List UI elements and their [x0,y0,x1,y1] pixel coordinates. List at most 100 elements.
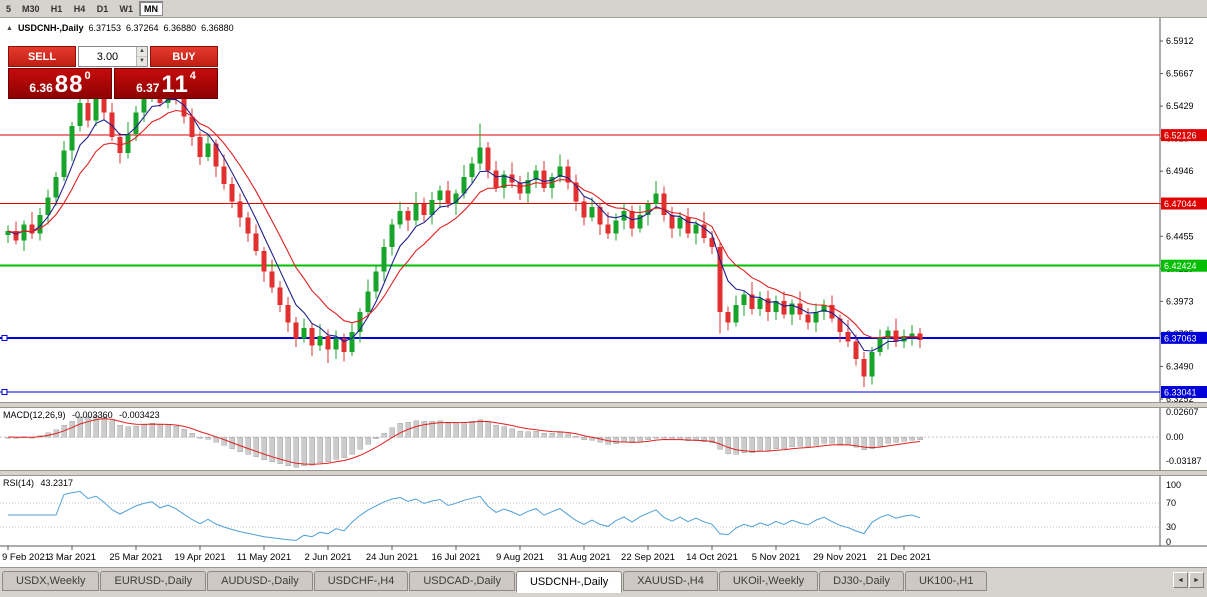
svg-text:6.33041: 6.33041 [1164,387,1197,397]
svg-text:5 Nov 2021: 5 Nov 2021 [752,552,801,563]
price-badges: 6.52126 6.47044 6.42424 6.37063 6.33041 [1161,129,1207,398]
macd-axis: 0.02607 0.00 -0.03187 [1166,407,1202,466]
sell-price-prefix: 6.36 [29,81,53,95]
tab-ukoil-weekly[interactable]: UKOil-,Weekly [718,571,819,591]
buy-price-display[interactable]: 6.37 11 4 [114,68,218,99]
timeframe-toolbar: 5 M30 H1 H4 D1 W1 MN [0,0,1207,18]
tab-xauusd-h4[interactable]: XAUUSD-,H4 [623,571,718,591]
svg-text:2 Jun 2021: 2 Jun 2021 [304,552,351,563]
svg-text:6.42424: 6.42424 [1164,261,1197,271]
tab-usdchf-h4[interactable]: USDCHF-,H4 [313,571,409,591]
tab-usdx-weekly[interactable]: USDX,Weekly [2,571,100,591]
macd-label: MACD(12,26,9) -0.003360 -0.003423 [3,410,164,420]
svg-text:21 Dec 2021: 21 Dec 2021 [877,552,931,563]
svg-text:70: 70 [1166,498,1176,508]
svg-text:19 Apr 2021: 19 Apr 2021 [174,552,225,563]
svg-text:6.37063: 6.37063 [1164,333,1197,343]
timeframe-button-h1[interactable]: H1 [50,3,63,14]
ohlc-high: 6.37264 [126,23,159,33]
svg-text:100: 100 [1166,480,1181,490]
svg-text:29 Nov 2021: 29 Nov 2021 [813,552,867,563]
macd-value-main: -0.003360 [72,410,113,420]
tab-eurusd-daily[interactable]: EURUSD-,Daily [100,571,207,591]
volume-spinner-up-icon[interactable]: ▲ [136,47,147,57]
tab-uk100-h1[interactable]: UK100-,H1 [905,571,988,591]
svg-text:6.4455: 6.4455 [1166,231,1194,241]
svg-text:31 Aug 2021: 31 Aug 2021 [557,552,610,563]
macd-histogram [5,415,923,468]
svg-text:6.52126: 6.52126 [1164,131,1197,141]
one-click-trading-panel: SELL ▲ ▼ BUY 6.36 88 0 6.37 11 4 [8,46,218,99]
tab-scroll-right-icon[interactable]: ► [1189,572,1204,588]
rsi-line [8,490,921,541]
chart-tab-bar: USDX,Weekly EURUSD-,Daily AUDUSD-,Daily … [0,567,1207,597]
svg-text:22 Sep 2021: 22 Sep 2021 [621,552,675,563]
svg-text:6.5912: 6.5912 [1166,36,1194,46]
horizontal-lines [0,134,1160,395]
timeframe-button-w1[interactable]: W1 [119,3,134,14]
svg-text:24 Jun 2021: 24 Jun 2021 [366,552,418,563]
rsi-axis: 100 70 30 0 [1166,480,1181,547]
sell-price-sup: 0 [84,70,91,82]
timeframe-button-h4[interactable]: H4 [73,3,86,14]
svg-text:16 Jul 2021: 16 Jul 2021 [431,552,480,563]
ohlc-low: 6.36880 [163,23,197,33]
rsi-name: RSI(14) [3,478,35,488]
panel-splitter-rsi[interactable] [0,470,1207,476]
rsi-value: 43.2317 [40,478,74,488]
hline-handle[interactable] [1,334,8,341]
volume-box: ▲ ▼ [78,46,148,67]
svg-text:-0.03187: -0.03187 [1166,456,1202,466]
svg-text:0: 0 [1166,537,1171,547]
collapse-trade-panel-icon[interactable]: ▲ [6,24,13,32]
svg-text:6.3490: 6.3490 [1166,361,1194,371]
buy-price-sup: 4 [189,70,196,82]
svg-text:6.5667: 6.5667 [1166,69,1194,79]
volume-spinner-down-icon[interactable]: ▼ [136,57,147,66]
tab-audusd-daily[interactable]: AUDUSD-,Daily [207,571,313,591]
macd-value-signal: -0.003423 [119,410,160,420]
ma-fast-line [7,98,921,352]
volume-spinner: ▲ ▼ [135,47,147,66]
tab-usdcnh-daily[interactable]: USDCNH-,Daily [515,571,623,593]
svg-text:6.3252: 6.3252 [1166,394,1194,404]
volume-input[interactable] [79,47,136,66]
sell-price-big: 88 [54,71,84,98]
chart-symbol-period: USDCNH-,Daily [17,23,84,33]
candlestick-series [5,72,923,388]
hline-handle[interactable] [1,388,8,395]
timeframe-button-m30[interactable]: M30 [22,3,40,14]
buy-button[interactable]: BUY [150,46,218,67]
buy-price-big: 11 [161,71,189,98]
tab-dj30-daily[interactable]: DJ30-,Daily [819,571,905,591]
svg-text:6.5429: 6.5429 [1166,101,1194,111]
sell-button[interactable]: SELL [8,46,76,67]
svg-text:11 May 2021: 11 May 2021 [237,552,291,563]
sell-price-display[interactable]: 6.36 88 0 [8,68,112,99]
timeframe-button-mn[interactable]: MN [139,1,164,16]
svg-text:6.3973: 6.3973 [1166,296,1194,306]
timeframe-button-d1[interactable]: D1 [96,3,109,14]
tab-usdcad-daily[interactable]: USDCAD-,Daily [409,571,515,591]
chart-header: ▲ USDCNH-,Daily 6.37153 6.37264 6.36880 … [6,23,234,33]
svg-text:30: 30 [1166,522,1176,532]
svg-text:6.4946: 6.4946 [1166,166,1194,176]
svg-text:14 Oct 2021: 14 Oct 2021 [686,552,738,563]
tab-scroll-left-icon[interactable]: ◄ [1173,572,1188,588]
timeframe-button-m5[interactable]: 5 [6,3,12,14]
buy-price-prefix: 6.37 [136,81,160,95]
ohlc-close: 6.36880 [201,23,234,33]
svg-text:3 Mar 2021: 3 Mar 2021 [48,552,96,563]
macd-signal-line [7,418,921,465]
ohlc-open: 6.37153 [88,23,121,33]
price-axis: 6.59126.56676.54296.51846.49466.47016.44… [1160,36,1194,404]
svg-text:9 Aug 2021: 9 Aug 2021 [496,552,544,563]
svg-text:9 Feb 2021: 9 Feb 2021 [2,552,50,563]
svg-text:0.00: 0.00 [1166,432,1184,442]
svg-text:25 Mar 2021: 25 Mar 2021 [109,552,162,563]
svg-text:0.02607: 0.02607 [1166,407,1199,417]
panel-splitter-macd[interactable] [0,402,1207,408]
